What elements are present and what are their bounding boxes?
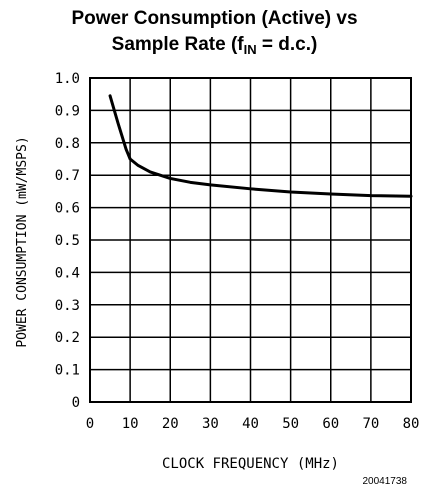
y-tick-label: 0.2 (55, 330, 80, 346)
y-tick-label: 1.0 (55, 71, 80, 87)
x-axis-label: CLOCK FREQUENCY (MHz) (162, 456, 339, 472)
title-line-2-prefix: Sample Rate (f (111, 34, 244, 55)
y-tick-label: 0.5 (55, 233, 80, 249)
y-tick-label: 0.9 (55, 103, 80, 119)
y-tick-label: 0.4 (55, 265, 80, 281)
title-line-2-suffix: = d.c.) (256, 34, 318, 55)
x-tick-label: 20 (162, 416, 179, 432)
x-tick-label: 70 (362, 416, 379, 432)
x-tick-label: 80 (403, 416, 420, 432)
x-tick-label: 10 (122, 416, 139, 432)
title-line-1: Power Consumption (Active) vs (71, 8, 358, 29)
plot-frame (89, 77, 412, 403)
x-tick-label: 30 (202, 416, 219, 432)
y-tick-label: 0.8 (55, 136, 80, 152)
chart-title: Power Consumption (Active) vs Sample Rat… (0, 6, 429, 59)
x-tick-label: 60 (322, 416, 339, 432)
y-axis-label: POWER CONSUMPTION (mW/MSPS) (15, 136, 30, 347)
x-tick-label: 0 (86, 416, 94, 432)
x-tick-label: 50 (282, 416, 299, 432)
y-tick-label: 0.6 (55, 201, 80, 217)
y-tick-label: 0.3 (55, 298, 80, 314)
grid-lines (89, 77, 412, 403)
title-line-2: Sample Rate (fIN = d.c.) (0, 32, 429, 59)
y-tick-label: 0.1 (55, 363, 80, 379)
y-tick-labels: 0 0.1 0.2 0.3 0.4 0.5 0.6 0.7 0.8 0.9 1.0 (55, 71, 80, 411)
x-tick-label: 40 (242, 416, 259, 432)
x-tick-labels: 0 10 20 30 40 50 60 70 80 (86, 416, 420, 432)
y-tick-label: 0.7 (55, 168, 80, 184)
title-subscript: IN (243, 42, 257, 57)
series-line (108, 94, 413, 198)
y-tick-label: 0 (72, 395, 80, 411)
document-number: 20041738 (362, 476, 408, 487)
